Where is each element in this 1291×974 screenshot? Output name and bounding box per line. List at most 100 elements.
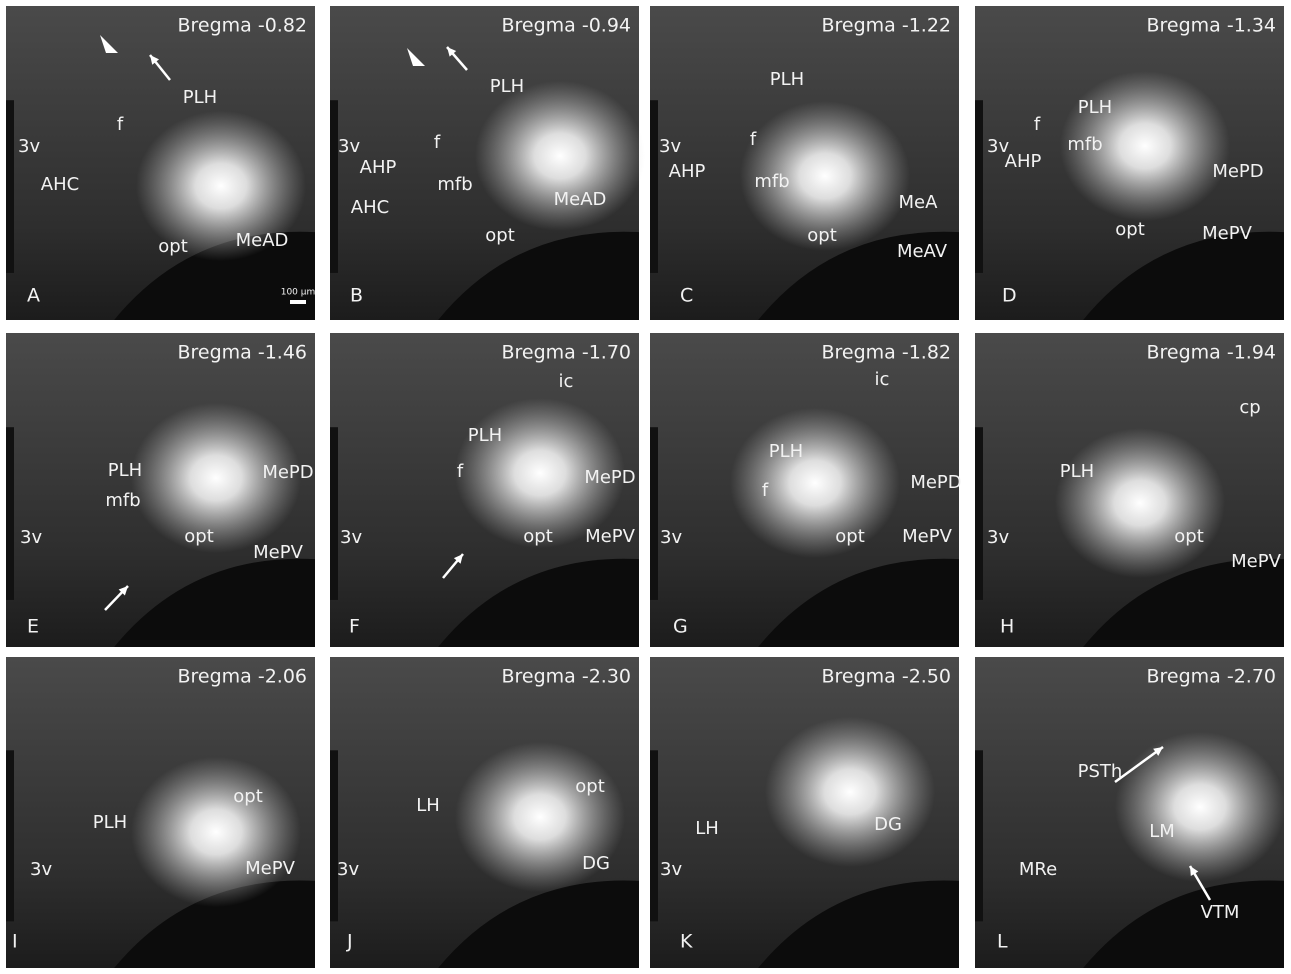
region-label: opt (233, 786, 263, 807)
region-label: 3v (340, 527, 362, 548)
scale-bar (290, 300, 306, 304)
ventricle (650, 100, 658, 273)
region-label: MeAD (554, 189, 607, 210)
region-label: opt (485, 225, 515, 246)
region-label: 3v (660, 859, 682, 880)
panel: Bregma -1.82GicPLHfMePD3voptMePV (650, 333, 962, 647)
region-label: PSTh (1078, 761, 1123, 782)
ventricle (975, 750, 983, 921)
panel-letter: E (27, 616, 39, 638)
region-label: DG (582, 853, 610, 874)
region-label: AHC (41, 174, 79, 195)
region-label: PLH (490, 76, 524, 97)
panel-letter: B (350, 285, 363, 307)
region-label: PLH (468, 425, 502, 446)
ventricle (330, 100, 338, 273)
region-label: opt (1174, 526, 1204, 547)
panel: Bregma -1.46EPLHmfbMePD3voptMePV (6, 333, 315, 647)
fluorescence-glow (765, 717, 935, 867)
ventricle (975, 100, 983, 273)
scale-bar-label: 100 µm (281, 288, 316, 298)
region-label: MePD (1212, 161, 1263, 182)
region-label: LH (416, 795, 440, 816)
region-label: AHP (669, 161, 706, 182)
region-label: MePV (245, 858, 295, 879)
region-label: MePV (902, 526, 952, 547)
ventricle (6, 750, 14, 921)
region-label: PLH (183, 87, 217, 108)
region-label: AHC (351, 197, 389, 218)
region-label: f (117, 114, 124, 135)
fluorescence-glow (730, 408, 900, 558)
region-label: LM (1149, 821, 1175, 842)
region-label: opt (184, 526, 214, 547)
region-label: ic (559, 371, 574, 392)
region-label: AHP (1005, 151, 1042, 172)
page: {"panels": [ {"letter": "A", "bregma": "… (0, 0, 1291, 974)
bregma-label: Bregma -1.70 (501, 342, 631, 364)
region-label: ic (875, 369, 890, 390)
region-label: MePV (1231, 551, 1281, 572)
region-label: f (1034, 114, 1041, 135)
fluorescence-glow (131, 757, 301, 907)
bregma-label: Bregma -1.82 (821, 342, 951, 364)
figure: Bregma -0.82APLHf3vAHCoptMeAD100 µmBregm… (0, 0, 1291, 974)
region-label: PLH (93, 812, 127, 833)
region-label: f (750, 129, 757, 150)
region-label: mfb (754, 171, 789, 192)
region-label: opt (575, 776, 605, 797)
region-label: 3v (30, 859, 52, 880)
bregma-label: Bregma -2.50 (821, 666, 951, 688)
region-label: opt (807, 225, 837, 246)
region-label: PLH (1060, 461, 1094, 482)
ventricle (6, 100, 14, 273)
panel-letter: F (349, 616, 360, 638)
panel-letter: C (680, 285, 693, 307)
region-label: MeAV (897, 241, 948, 262)
bregma-label: Bregma -0.94 (501, 15, 631, 37)
region-label: opt (835, 526, 865, 547)
ventricle (330, 750, 338, 921)
region-label: 3v (18, 136, 40, 157)
panel: Bregma -0.94BPLH3vAHPfmfbAHCMeADopt (330, 6, 645, 320)
ventricle (650, 427, 658, 600)
region-label: 3v (660, 527, 682, 548)
ventricle (975, 427, 983, 600)
bregma-label: Bregma -1.34 (1146, 15, 1276, 37)
panel-letter: I (12, 931, 18, 953)
fluorescence-glow (1055, 428, 1225, 578)
region-label: opt (1115, 219, 1145, 240)
region-label: MePV (1202, 223, 1252, 244)
region-label: 3v (659, 136, 681, 157)
bregma-label: Bregma -2.70 (1146, 666, 1276, 688)
bregma-label: Bregma -2.06 (177, 666, 307, 688)
region-label: MePV (585, 526, 635, 547)
region-label: mfb (437, 174, 472, 195)
region-label: f (457, 461, 464, 482)
region-label: MePD (910, 472, 961, 493)
bregma-label: Bregma -1.22 (821, 15, 951, 37)
region-label: f (434, 132, 441, 153)
panel-letter: H (1000, 616, 1014, 638)
region-label: PLH (770, 69, 804, 90)
region-label: DG (874, 814, 902, 835)
region-label: MeAD (236, 230, 289, 251)
ventricle (330, 427, 338, 600)
ventricle (650, 750, 658, 921)
region-label: MeA (899, 192, 939, 213)
fluorescence-glow (1115, 732, 1285, 882)
region-label: MePV (253, 542, 303, 563)
panel: Bregma -1.34DPLHf3vmfbAHPMePDoptMePV (975, 6, 1284, 320)
region-label: 3v (337, 859, 359, 880)
region-label: mfb (105, 490, 140, 511)
region-label: MePD (584, 467, 635, 488)
region-label: opt (158, 236, 188, 257)
region-label: 3v (987, 527, 1009, 548)
region-label: MRe (1019, 859, 1057, 880)
region-label: 3v (20, 527, 42, 548)
panel-letter: J (346, 931, 353, 953)
